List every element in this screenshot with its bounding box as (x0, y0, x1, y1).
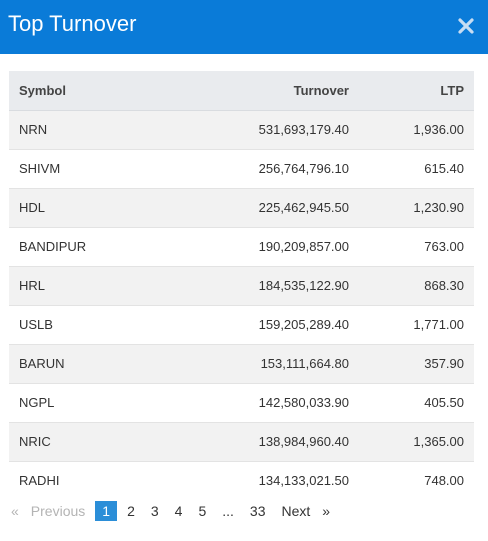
table-row: HRL 184,535,122.90 868.30 (9, 266, 474, 306)
pagination: « Previous 1 2 3 4 5 ... 33 Next » (9, 500, 336, 522)
cell-ltp: 357.90 (359, 344, 474, 384)
close-icon (458, 18, 474, 34)
page-link-33[interactable]: 33 (249, 503, 266, 519)
page-link-5[interactable]: 5 (198, 503, 207, 519)
cell-ltp: 1,365.00 (359, 422, 474, 462)
turnover-table-container: Symbol Turnover LTP NRN 531,693,179.40 1… (9, 71, 474, 500)
column-header-ltp[interactable]: LTP (359, 71, 474, 111)
cell-ltp: 1,230.90 (359, 188, 474, 228)
modal-title: Top Turnover (8, 11, 137, 36)
cell-symbol: NRIC (9, 422, 199, 462)
page-link-1[interactable]: 1 (95, 501, 118, 521)
table-row: NGPL 142,580,033.90 405.50 (9, 383, 474, 423)
cell-turnover: 159,205,289.40 (199, 305, 359, 345)
next-page-link[interactable]: Next (281, 503, 311, 519)
table-row: BARUN 153,111,664.80 357.90 (9, 344, 474, 384)
table-row: RADHI 134,133,021.50 748.00 (9, 461, 474, 500)
previous-page-link: Previous (30, 503, 86, 519)
cell-ltp: 405.50 (359, 383, 474, 423)
pagination-ellipsis: ... (222, 503, 234, 519)
table-row: BANDIPUR 190,209,857.00 763.00 (9, 227, 474, 267)
cell-symbol: USLB (9, 305, 199, 345)
modal-header: Top Turnover (0, 0, 488, 54)
cell-symbol: NGPL (9, 383, 199, 423)
cell-symbol: BANDIPUR (9, 227, 199, 267)
table-row: HDL 225,462,945.50 1,230.90 (9, 188, 474, 228)
cell-turnover: 138,984,960.40 (199, 422, 359, 462)
table-row: USLB 159,205,289.40 1,771.00 (9, 305, 474, 345)
cell-ltp: 615.40 (359, 149, 474, 189)
turnover-table: Symbol Turnover LTP NRN 531,693,179.40 1… (9, 71, 474, 500)
cell-ltp: 763.00 (359, 227, 474, 267)
column-header-symbol[interactable]: Symbol (9, 71, 199, 111)
first-page-arrow: « (11, 503, 19, 519)
cell-turnover: 190,209,857.00 (199, 227, 359, 267)
cell-ltp: 868.30 (359, 266, 474, 306)
table-header-row: Symbol Turnover LTP (9, 71, 474, 111)
cell-ltp: 1,771.00 (359, 305, 474, 345)
cell-turnover: 142,580,033.90 (199, 383, 359, 423)
cell-symbol: BARUN (9, 344, 199, 384)
cell-turnover: 225,462,945.50 (199, 188, 359, 228)
last-page-arrow[interactable]: » (322, 503, 331, 519)
page-link-3[interactable]: 3 (150, 503, 159, 519)
close-button[interactable] (454, 14, 478, 38)
table-row: NRIC 138,984,960.40 1,365.00 (9, 422, 474, 462)
page-link-4[interactable]: 4 (174, 503, 183, 519)
cell-symbol: SHIVM (9, 149, 199, 189)
cell-turnover: 256,764,796.10 (199, 149, 359, 189)
page-link-2[interactable]: 2 (127, 503, 135, 519)
cell-turnover: 184,535,122.90 (199, 266, 359, 306)
cell-ltp: 748.00 (424, 473, 464, 489)
cell-ltp: 1,936.00 (359, 110, 474, 150)
cell-turnover: 531,693,179.40 (199, 110, 359, 150)
cell-turnover: 153,111,664.80 (199, 344, 359, 384)
cell-symbol: HRL (9, 266, 199, 306)
cell-symbol: RADHI (19, 473, 60, 489)
cell-symbol: HDL (9, 188, 199, 228)
table-row: SHIVM 256,764,796.10 615.40 (9, 149, 474, 189)
column-header-turnover[interactable]: Turnover (199, 71, 359, 111)
table-row: NRN 531,693,179.40 1,936.00 (9, 110, 474, 150)
cell-symbol: NRN (9, 110, 199, 150)
cell-turnover: 134,133,021.50 (258, 473, 349, 489)
